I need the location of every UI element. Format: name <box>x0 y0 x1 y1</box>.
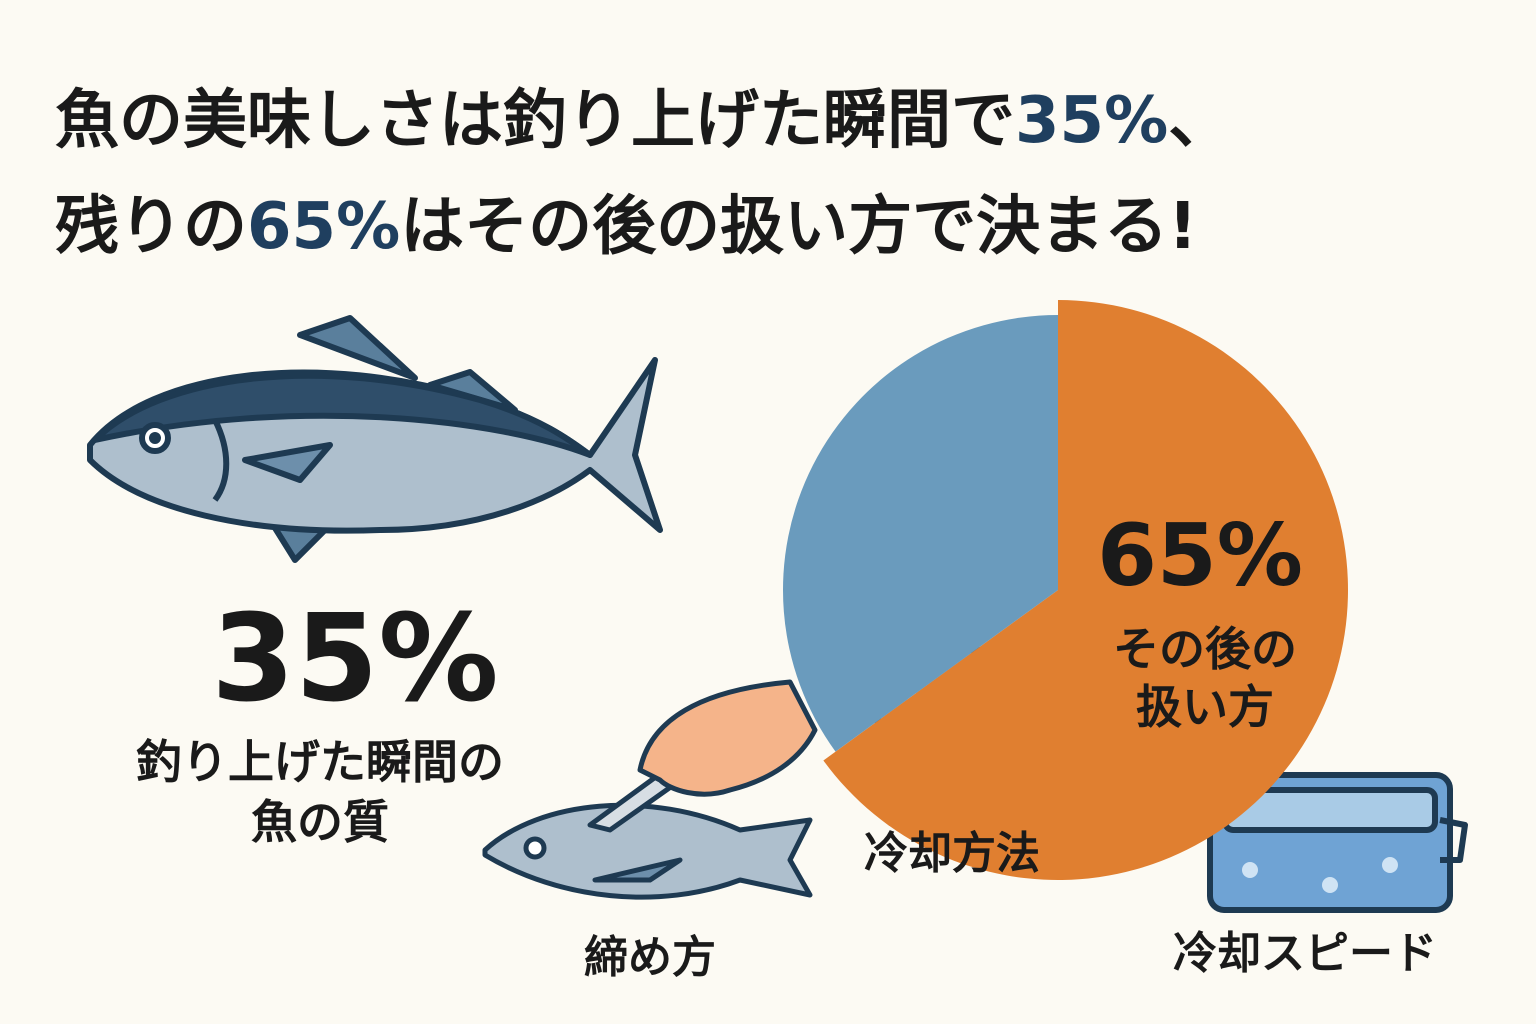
title-segment: 、 <box>1168 84 1232 158</box>
category-label: 魚の質 <box>251 795 389 849</box>
title-segment: 35% <box>1015 84 1168 158</box>
pie-slice <box>783 315 1058 752</box>
fish-icon <box>87 315 663 563</box>
title-segment: 魚の美味しさは釣り上げた瞬間で <box>55 84 1015 158</box>
title-line: 魚の美味しさは釣り上げた瞬間で35%、 <box>55 84 1232 158</box>
value-label: 65% <box>1097 506 1303 606</box>
category-label: その後の <box>1113 622 1297 676</box>
title-segment: 65% <box>247 190 400 264</box>
pie-slice <box>823 300 1348 880</box>
value-label: 35% <box>211 590 498 729</box>
fish-knife-icon <box>482 679 818 900</box>
cooler-icon <box>1207 772 1468 913</box>
annotation: 冷却方法 <box>864 828 1040 879</box>
title-segment: 残りの <box>55 190 247 264</box>
title-line: 残りの65%はその後の扱い方で決まる! <box>55 190 1197 264</box>
annotation: 冷却スピード <box>1173 928 1437 979</box>
title-segment: はその後の扱い方で決まる! <box>400 190 1197 264</box>
category-label: 釣り上げた瞬間の <box>136 735 504 789</box>
annotation: 締め方 <box>584 932 716 983</box>
category-label: 扱い方 <box>1136 680 1274 734</box>
